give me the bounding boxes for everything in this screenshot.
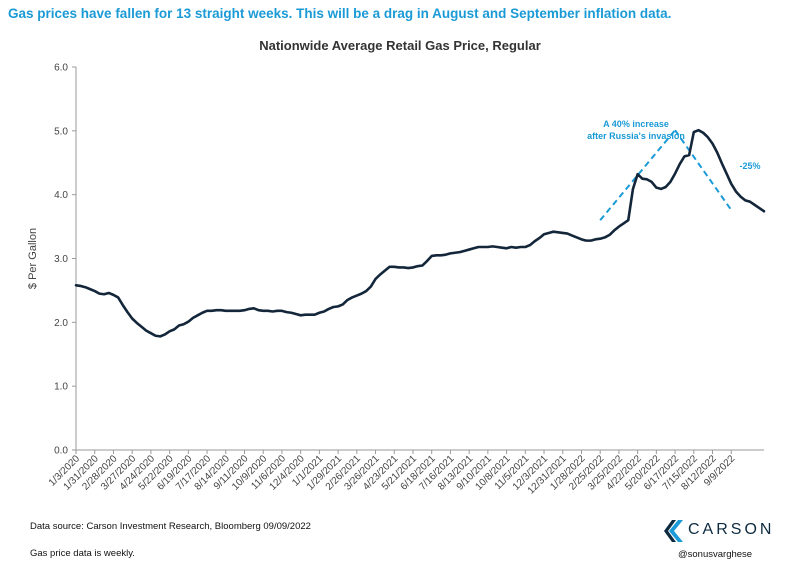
annotation-text-line: after Russia's invasion: [587, 131, 685, 141]
annotation-text-decrease: -25%: [739, 161, 760, 171]
gas-price-series-line: [74, 128, 766, 338]
annotation-dashed-line-2: [674, 129, 733, 211]
y-axis-label: $ Per Gallon: [27, 228, 39, 289]
annotation-text-increase: A 40% increase after Russia's invasion: [587, 119, 685, 141]
chart-title: Nationwide Average Retail Gas Price, Reg…: [259, 38, 541, 53]
footnote: Gas price data is weekly.: [30, 548, 135, 559]
y-tick-label: 2.0: [54, 318, 68, 329]
y-tick-label: 0.0: [54, 446, 68, 457]
chart-axes: [72, 66, 764, 454]
y-tick-label: 3.0: [54, 254, 68, 265]
chart-labels: 0.01.02.03.04.05.06.0$ Per Gallon1/3/202…: [27, 63, 761, 497]
author-handle: @sonusvarghese: [678, 549, 753, 560]
carson-logo: CARSON: [664, 519, 784, 543]
annotation-text-line: A 40% increase: [603, 119, 669, 129]
chart-marks: [74, 128, 766, 338]
data-source-note: Data source: Carson Investment Research,…: [30, 521, 311, 532]
carson-chevron-logo-icon: [664, 520, 683, 542]
y-tick-label: 4.0: [54, 190, 68, 201]
y-tick-label: 6.0: [54, 63, 68, 74]
headline: Gas prices have fallen for 13 straight w…: [8, 6, 672, 21]
y-tick-label: 5.0: [54, 126, 68, 137]
y-tick-label: 1.0: [54, 382, 68, 393]
logo-wordmark: CARSON: [688, 521, 775, 538]
